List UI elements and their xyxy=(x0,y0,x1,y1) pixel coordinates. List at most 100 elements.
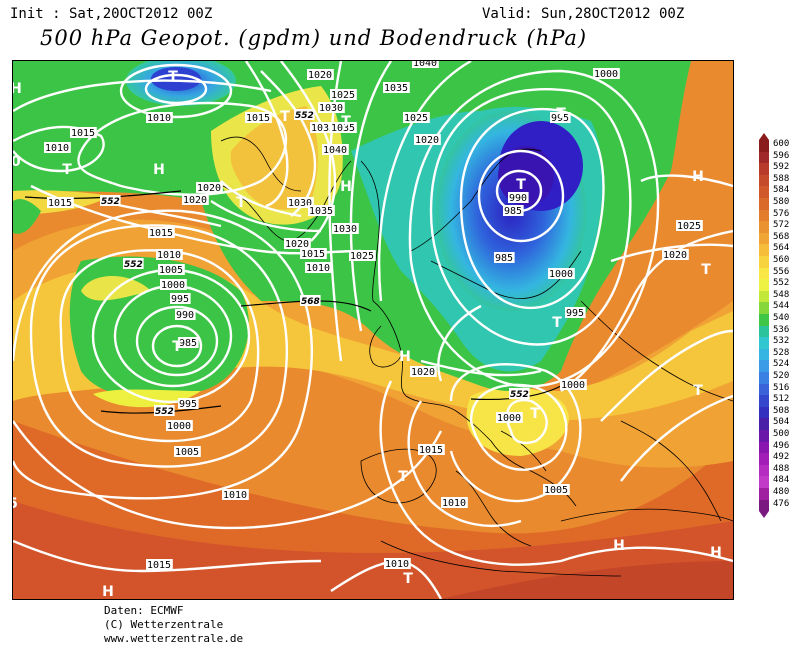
low-pressure-marker: T xyxy=(172,339,182,355)
coastlines xyxy=(210,136,733,577)
legend-value: 576 xyxy=(773,208,790,219)
legend-entry: 540 xyxy=(755,313,797,326)
legend-entry: 508 xyxy=(755,405,797,419)
legend-value: 540 xyxy=(773,313,790,323)
isobar-label-text: 1035 xyxy=(331,123,355,134)
legend-value: 568 xyxy=(773,231,790,242)
isobar-label-text: 1000 xyxy=(594,69,618,80)
legend-swatch xyxy=(759,337,769,349)
isobar-label-text: 1035 xyxy=(309,206,333,217)
low-pressure-marker: T xyxy=(168,69,178,85)
legend-entry: 488 xyxy=(755,464,797,477)
height-contour-label-text: 552 xyxy=(295,111,314,121)
legend-value: 500 xyxy=(773,429,790,439)
isobar-label-text: 1000 xyxy=(561,380,585,391)
isobar-label: 990 xyxy=(508,192,529,204)
isobar-label-text: 1020 xyxy=(197,183,221,194)
isobar-label: 1000 xyxy=(593,68,620,80)
isobar-label: 1025 xyxy=(403,112,430,124)
isobar-label: 1000 xyxy=(166,420,193,432)
low-pressure-marker: T xyxy=(280,109,290,125)
isobar-label: 1020 xyxy=(284,238,311,250)
high-pressure-marker: H xyxy=(399,349,411,365)
isobar-label-text: 1020 xyxy=(183,195,207,206)
isobar-label: 1000 xyxy=(496,412,523,424)
legend-swatch xyxy=(759,302,769,314)
height-contour-label: 552 xyxy=(100,195,121,207)
legend-value: 480 xyxy=(773,487,790,497)
isobar-label: 1015 xyxy=(300,248,327,260)
high-pressure-marker: H xyxy=(692,169,704,185)
legend-value: 528 xyxy=(773,347,790,358)
legend-value: 544 xyxy=(773,301,790,312)
isobar-label-text: 1025 xyxy=(350,251,374,262)
legend-value: 552 xyxy=(773,278,790,289)
isobar-label-text: 1020 xyxy=(415,135,439,146)
isobar-label: 1000 xyxy=(560,379,587,391)
isobar-label: 1010 xyxy=(305,262,332,274)
legend-value: 508 xyxy=(773,405,790,416)
isobar-label-text: 1000 xyxy=(161,280,185,291)
height-contour-label-text: 552 xyxy=(510,390,529,400)
isobar-label-text: 1010 xyxy=(385,559,409,570)
isobar-label-text: 990 xyxy=(176,310,194,321)
legend-entry: 492 xyxy=(755,452,797,465)
isobar-label-text: 985 xyxy=(495,253,513,264)
isobar-label-text: 1010 xyxy=(442,498,466,509)
isobar-label: 995 xyxy=(550,112,571,124)
isobar-label: 985 xyxy=(494,252,515,264)
isobar-label: 1015 xyxy=(418,444,445,456)
legend-value: 476 xyxy=(773,498,790,509)
legend-value: 584 xyxy=(773,185,790,196)
low-pressure-marker: T xyxy=(556,106,566,122)
isobar-label-text: 1005 xyxy=(175,447,199,458)
credit-line-data: Daten: ECMWF xyxy=(104,604,184,617)
isobar-label: 990 xyxy=(175,309,196,321)
isobar-label: 1020 xyxy=(196,182,223,194)
legend-swatch xyxy=(759,140,769,152)
high-pressure-marker: H xyxy=(710,545,722,561)
legend-entry: 524 xyxy=(755,359,797,372)
isobar-label: 1020 xyxy=(662,249,689,261)
legend-bottom-cap xyxy=(759,511,769,519)
low-pressure-marker: T xyxy=(62,162,72,178)
legend-swatch xyxy=(759,186,769,198)
isobar-label-text: 1035 xyxy=(311,123,335,134)
isobar-label: 1040 xyxy=(322,144,349,156)
low-pressure-marker: T xyxy=(516,177,526,193)
legend-value: 520 xyxy=(773,371,790,381)
isobar-label-text: 1000 xyxy=(497,413,521,424)
legend-entry: 520 xyxy=(755,371,797,384)
isobar-label-text: 1015 xyxy=(419,445,443,456)
isobar-label: 1015 xyxy=(47,197,74,209)
isobar-label-text: 1015 xyxy=(48,198,72,209)
legend-swatch xyxy=(759,151,769,164)
legend-swatch xyxy=(759,163,769,175)
isobar-label: 1015 xyxy=(70,127,97,139)
legend-entry: 480 xyxy=(755,487,797,500)
valid-time: Valid: Sun,28OCT2012 00Z xyxy=(482,6,685,22)
isobar-label: 1010 xyxy=(146,112,173,124)
isobar-label: 1030 xyxy=(287,197,314,209)
low-pressure-marker: T xyxy=(236,195,246,211)
isobar-label: 1030 xyxy=(318,102,345,114)
isobar-lines xyxy=(13,61,733,599)
legend-entry: 544 xyxy=(755,301,797,314)
legend-swatch xyxy=(759,232,769,245)
height-contour-label-text: 568 xyxy=(301,297,320,307)
legend-value: 572 xyxy=(773,220,790,231)
legend-swatch xyxy=(759,348,769,361)
isobar-label-text: 1020 xyxy=(285,239,309,250)
legend-entry: 516 xyxy=(755,383,797,396)
legend-swatch xyxy=(759,198,769,210)
legend-entry: 496 xyxy=(755,441,797,454)
legend-entry: 580 xyxy=(755,197,797,210)
isobar-label-text: 1020 xyxy=(411,367,435,378)
isobar-label-text: 1020 xyxy=(663,250,687,261)
isobar-label-text: 1025 xyxy=(404,113,428,124)
low-pressure-marker: T xyxy=(693,383,703,399)
legend-value: 548 xyxy=(773,289,790,300)
legend-swatch xyxy=(759,430,769,442)
isobar-label: 995 xyxy=(170,293,191,305)
legend-swatch xyxy=(759,453,769,465)
